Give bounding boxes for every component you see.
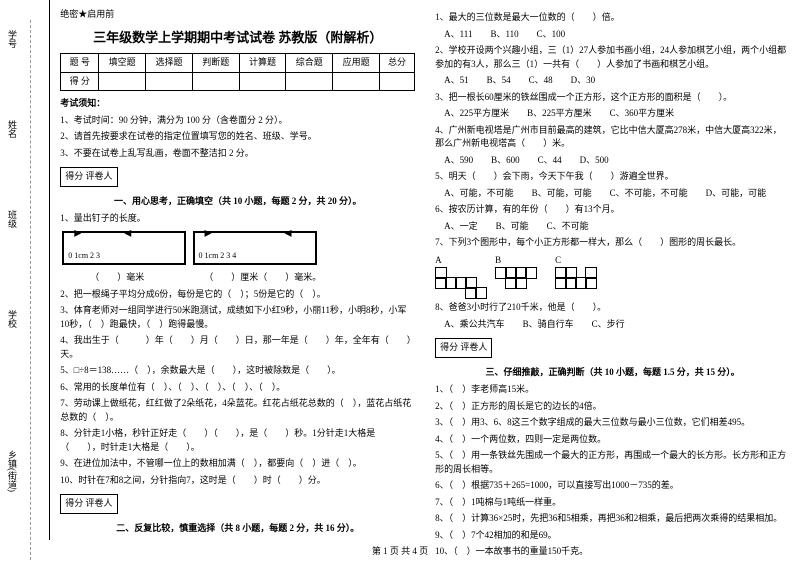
q3-5: 5、（ ）用一条铁丝先围成一个最大的正方形，再围成一个最大的长方形。长方形和正方… [435, 449, 790, 476]
ruler-1: ▸◂0 1cm 2 3 [62, 231, 186, 265]
margin-label-school: 学校 [6, 310, 19, 328]
ruler-ans-1: （ ）毫米 [90, 272, 144, 282]
eval-box-1: 得分 评卷人 [60, 167, 117, 187]
score-table: 题 号填空题选择题判断题计算题综合题应用题总分 得 分 [60, 53, 415, 91]
q1-2: 2、把一根绳子平均分成6份，每份是它的（ ）；5份是它的（ ）。 [60, 288, 415, 302]
q2-4: 4、广州新电视塔是广州市目前最高的建筑，它比中信大厦高278米，中信大厦高322… [435, 124, 790, 151]
q1-6: 6、常用的长度单位有（ ）、（ ）、（ ）、（ ）、（ ）。 [60, 381, 415, 395]
q1-8: 8、分针走1小格，秒针正好走（ ）（ ），是（ ）秒。1分针走1大格是（ ），时… [60, 427, 415, 454]
notice-2: 2、请首先按要求在试卷的指定位置填写您的姓名、班级、学号。 [60, 130, 415, 144]
q3-6: 6、（ ）根据735＋265=1000，可以直接写出1000－735的差。 [435, 479, 790, 493]
q2-3: 3、把一根长60厘米的铁丝围成一个正方形，这个正方形的面积是（ ）。 [435, 91, 790, 105]
q2-8: 8、爸爸3小时行了210千米，他是（ ）。 [435, 301, 790, 315]
shape-label-a: A [435, 255, 442, 265]
eval-box-2: 得分 评卷人 [60, 494, 117, 514]
section-1-title: 一、用心思考，正确填空（共 10 小题，每题 2 分，共 20 分）。 [60, 195, 415, 209]
exam-title: 三年级数学上学期期中考试试卷 苏教版（附解析） [60, 28, 415, 48]
q2-2o: A、51 B、54 C、48 D、30 [435, 74, 790, 88]
q3-10: 10、（ ）一本故事书的重量150千克。 [435, 545, 790, 559]
q1-9: 9、在进位加法中，不管哪一位上的数相加满（ ），都要向（ ）进（ ）。 [60, 457, 415, 471]
margin-label-id: 学号 [6, 30, 19, 48]
right-column: 1、最大的三位数是最大一位数的（ ）倍。 A、111 B、110 C、100 2… [425, 0, 800, 540]
shape-c [555, 267, 605, 297]
arrow-icon: ▸ [74, 223, 81, 244]
shape-a [435, 267, 485, 297]
q1-1: 1、量出钉子的长度。 [60, 212, 415, 226]
notice-3: 3、不要在试卷上乱写乱画，卷面不整洁扣 2 分。 [60, 147, 415, 161]
notice-title: 考试须知： [60, 97, 415, 111]
q3-2: 2、（ ）正方形的周长是它的边长的4倍。 [435, 400, 790, 414]
shape-options: A B C [435, 254, 790, 298]
q1-10: 10、时针在7和8之间，分针指向7，这时是（ ）时（ ）分。 [60, 474, 415, 488]
q3-9: 9、（ ）7个42相加的和是69。 [435, 529, 790, 543]
q2-5o: A、可能，不可能 B、可能，可能 C、不可能，不可能 D、可能，可能 [435, 187, 790, 201]
q2-4o: A、590 B、600 C、44 D、500 [435, 154, 790, 168]
q2-2: 2、学校开设两个兴趣小组，三（1）27人参加书画小组，24人参加棋艺小组，两个小… [435, 44, 790, 71]
q2-1: 1、最大的三位数是最大一位数的（ ）倍。 [435, 11, 790, 25]
eval-box-3: 得分 评卷人 [435, 338, 492, 358]
shape-label-c: C [555, 255, 561, 265]
dash-line [30, 20, 31, 560]
arrow-icon: ◂ [124, 223, 131, 244]
ruler-row: ▸◂0 1cm 2 3 ▸◂0 1cm 2 3 4 [60, 229, 415, 272]
arrow-icon: ▸ [205, 223, 212, 244]
arrow-icon: ◂ [285, 223, 292, 244]
q1-3: 3、体育老师对一组同学进行50米跑测试，成绩如下小红9秒，小丽11秒，小明8秒，… [60, 304, 415, 331]
q2-1o: A、111 B、110 C、100 [435, 28, 790, 42]
q3-4: 4、（ ）一个两位数，四则一定是两位数。 [435, 433, 790, 447]
section-3-title: 三、仔细推敲，正确判断（共 10 小题，每题 1.5 分，共 15 分）。 [435, 366, 790, 380]
q3-3: 3、（ ）用3、6、8这三个数字组成的最大三位数与最小三位数，它们相差495。 [435, 416, 790, 430]
q1-5: 5、□÷8＝138……（ ），余数最大是（ ），这时被除数是（ ）。 [60, 364, 415, 378]
section-2-title: 二、反复比较，慎重选择（共 8 小题，每题 2 分，共 16 分）。 [60, 522, 415, 536]
q1-7: 7、劳动课上做纸花，红红做了2朵纸花，4朵蓝花。红花占纸花总数的（ ），蓝花占纸… [60, 397, 415, 424]
left-column: 绝密★启用前 三年级数学上学期期中考试试卷 苏教版（附解析） 题 号填空题选择题… [50, 0, 425, 540]
ruler-2: ▸◂0 1cm 2 3 4 [193, 231, 317, 265]
binding-margin: 学号 姓名 班级 学校 乡镇(街道) [0, 0, 50, 540]
q3-8: 8、（ ）计算36×25时，先把36和5相乘，再把36和2相乘，最后把两次乘得的… [435, 512, 790, 526]
q2-7: 7、下列3个图形中，每个小正方形都一样大，那么（ ）图形的周长最长。 [435, 236, 790, 250]
shape-label-b: B [495, 255, 501, 265]
q2-5: 5、明天（ ）会下雨，今天下午我（ ）游遍全世界。 [435, 170, 790, 184]
margin-label-town: 乡镇(街道) [6, 450, 19, 492]
q1-4: 4、我出生于（ ）年（ ）月（ ）日，那一年是（ ）年，全年有（ ）天。 [60, 334, 415, 361]
q2-3o: A、225平方厘米 B、225平方厘米 C、360平方厘米 [435, 107, 790, 121]
q3-1: 1、（ ）李老师高15米。 [435, 383, 790, 397]
shape-b [495, 267, 545, 297]
margin-label-class: 班级 [6, 210, 19, 228]
q2-6o: A、一定 B、可能 C、不可能 [435, 220, 790, 234]
margin-label-name: 姓名 [6, 120, 19, 138]
confidential-label: 绝密★启用前 [60, 8, 415, 22]
q2-6: 6、按农历计算，有的年份（ ）有13个月。 [435, 203, 790, 217]
q2-8o: A、乘公共汽车 B、骑自行车 C、步行 [435, 318, 790, 332]
notice-1: 1、考试时间：90 分钟，满分为 100 分（含卷面分 2 分）。 [60, 114, 415, 128]
ruler-ans-2: （ ）厘米（ ）毫米。 [204, 272, 321, 282]
q3-7: 7、（ ）1吨棉与1吨纸一样重。 [435, 496, 790, 510]
